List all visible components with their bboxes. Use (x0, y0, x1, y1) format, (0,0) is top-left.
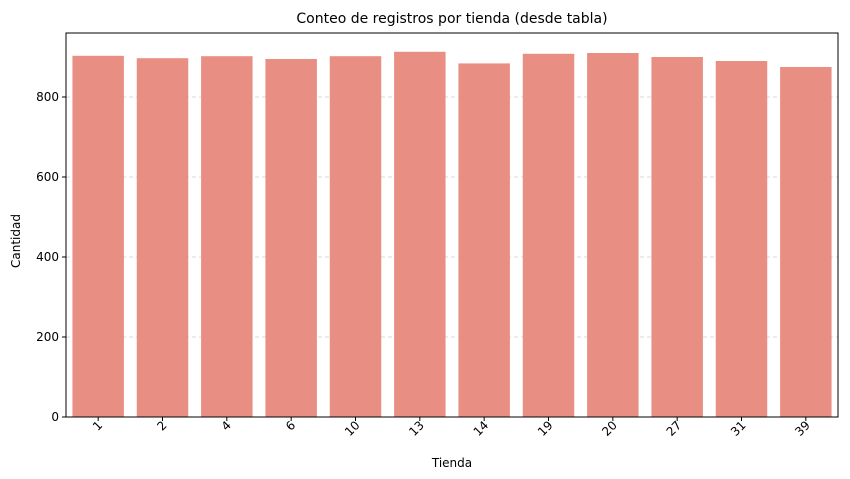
bar-20 (587, 53, 639, 417)
x-tick-label: 13 (406, 418, 427, 439)
x-tick-label: 6 (283, 418, 298, 433)
bar-14 (458, 63, 510, 418)
bars (72, 51, 832, 418)
bar-31 (715, 61, 768, 417)
x-tick-label: 10 (342, 418, 363, 439)
bar-4 (201, 56, 253, 417)
x-tick-label: 14 (471, 418, 492, 439)
bar-1 (72, 55, 124, 418)
bar-6 (265, 59, 317, 417)
plot-frame (65, 32, 839, 418)
axes (65, 32, 839, 418)
x-tick-label: 19 (535, 418, 556, 439)
y-tick-label: 200 (36, 330, 59, 344)
bar-10 (329, 56, 382, 417)
x-tick-label: 31 (728, 418, 749, 439)
x-tick-label: 4 (219, 418, 234, 433)
bar-19 (522, 53, 575, 418)
x-tick-label: 39 (792, 418, 813, 439)
y-axis-label: Cantidad (9, 214, 23, 268)
grid-lines (66, 96, 838, 338)
bar-13 (394, 51, 446, 418)
x-ticks: 1 2 4 6 10 13 14 19 20 27 31 39 (90, 417, 813, 439)
bar-2 (136, 58, 189, 417)
bar-27 (651, 57, 703, 417)
bar-39 (780, 67, 832, 417)
y-tick-label: 800 (36, 90, 59, 104)
x-tick-label: 27 (664, 418, 685, 439)
x-tick-label: 2 (154, 418, 169, 433)
y-tick-label: 600 (36, 170, 59, 184)
chart-title: Conteo de registros por tienda (desde ta… (296, 11, 607, 27)
y-tick-label: 400 (36, 250, 59, 264)
y-ticks: 0 200 400 600 800 (36, 90, 66, 424)
y-tick-label: 0 (51, 410, 59, 424)
x-tick-label: 20 (599, 418, 620, 439)
x-tick-label: 1 (90, 418, 105, 433)
x-axis-label: Tienda (431, 456, 472, 470)
